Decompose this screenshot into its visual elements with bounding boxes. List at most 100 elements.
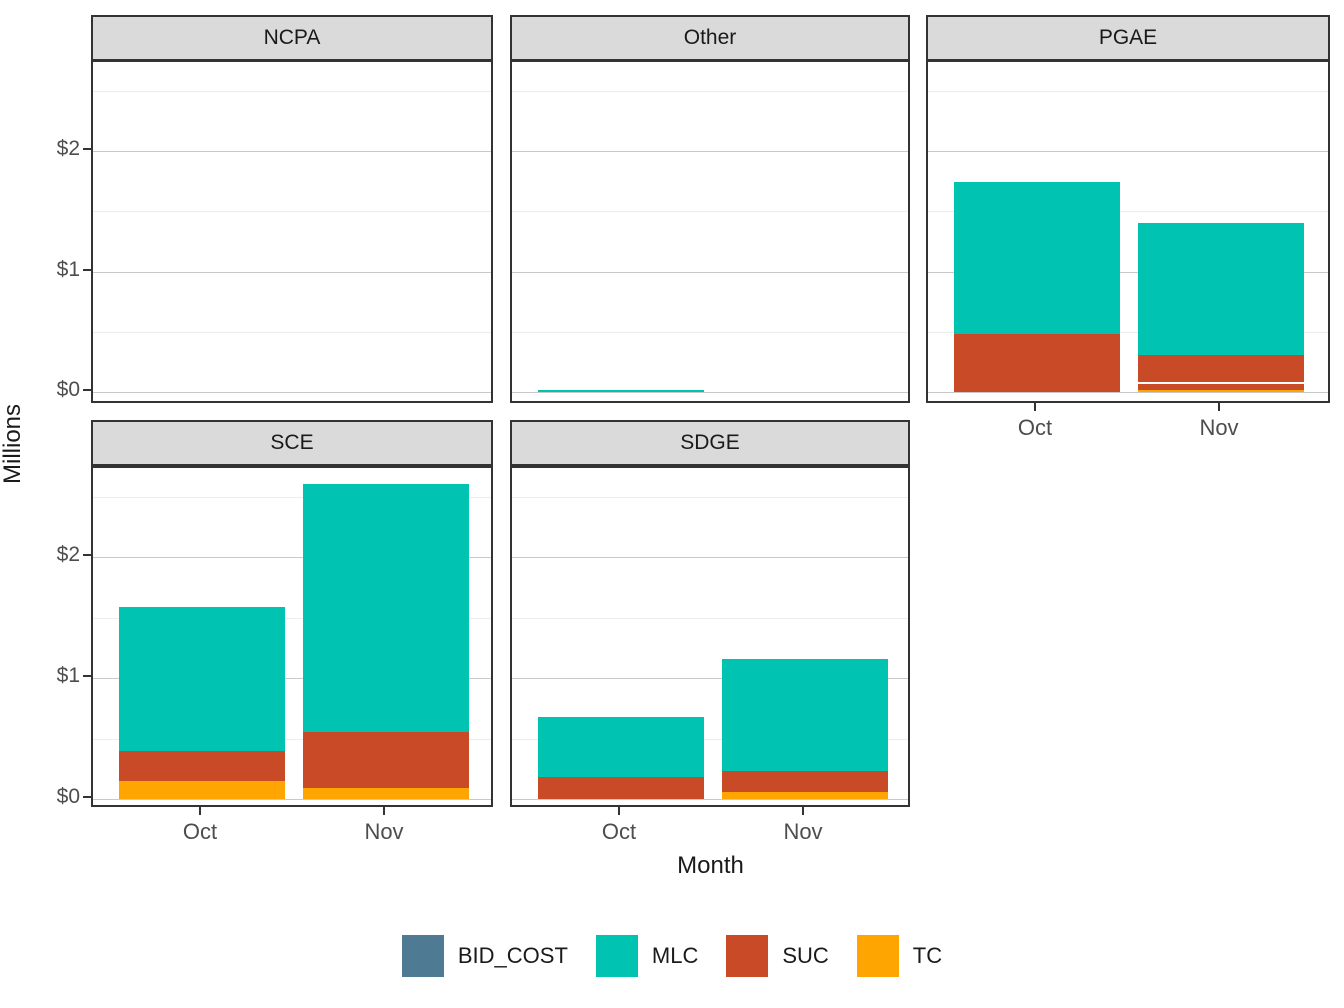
major-gridline [93,392,491,393]
bar-sce-nov [303,468,469,805]
y-tick [83,675,91,677]
minor-gridline [93,331,491,333]
bar-other-oct [538,62,704,401]
minor-gridline [928,90,1328,92]
bar-segment-suc [119,750,285,781]
legend-label: TC [912,943,943,968]
major-gridline [512,151,908,152]
minor-gridline [512,90,908,92]
bar-segment-mlc [538,389,704,392]
x-tick [1034,403,1036,411]
minor-gridline [512,617,908,619]
major-gridline [93,678,491,679]
legend-label: BID_COST [457,943,568,968]
minor-gridline [93,617,491,619]
legend: BID_COST MLC SUC TC [0,930,1344,982]
x-tick [199,807,201,815]
legend-label: SUC [782,943,829,968]
bar-segment-suc [538,777,704,799]
facet-panel-sce [91,466,493,807]
facet-panel-other [510,60,910,403]
bar-segment-mlc [1138,223,1304,355]
y-tick-label: $2 [56,137,80,160]
minor-gridline [512,331,908,333]
bar-segment-suc [303,732,469,789]
legend-item-bid_cost: BID_COST [401,935,568,977]
major-gridline [928,151,1328,152]
x-tick [383,807,385,815]
x-tick-label: Oct [601,819,637,844]
x-tick [802,807,804,815]
facet-strip-sce: SCE [91,420,493,466]
facet-panel-pgae [926,60,1330,403]
legend-swatch-suc [726,935,769,977]
bar-segment-tc [303,788,469,799]
legend-label: MLC [651,943,699,968]
y-tick [83,554,91,556]
major-gridline [928,392,1328,393]
major-gridline [512,392,908,393]
legend-item-suc: SUC [726,935,829,977]
major-gridline [93,151,491,152]
minor-gridline [512,496,908,498]
facet-strip-ncpa: NCPA [91,15,493,61]
minor-gridline [928,331,1328,333]
bar-segment-suc [722,770,888,793]
legend-swatch-bid_cost [401,935,444,977]
minor-gridline [512,211,908,213]
bar-segment-suc [1138,382,1304,390]
facet-strip-sdge: SDGE [510,420,910,466]
x-tick-label: Nov [783,819,823,844]
bar-segment-tc [722,792,888,799]
legend-item-tc: TC [856,935,943,977]
x-axis-title: Month [677,852,744,879]
facet-panel-ncpa [91,60,493,403]
major-gridline [93,799,491,800]
facet-strip-other: Other [510,15,910,61]
x-tick-label: Nov [364,819,404,844]
x-tick-label: Nov [1199,415,1239,440]
bar-segment-mlc [119,606,285,751]
legend-item-mlc: MLC [595,935,699,977]
segment-divider [1138,381,1304,384]
bar-segment-suc [954,334,1120,392]
major-gridline [512,271,908,273]
minor-gridline [512,738,908,740]
x-tick [618,807,620,815]
y-axis-title: Millions [0,403,26,484]
bar-segment-tc [119,780,285,799]
major-gridline [512,799,908,800]
y-tick [83,148,91,150]
minor-gridline [928,211,1328,213]
facet-panel-sdge [510,466,910,807]
bar-segment-mlc [722,659,888,771]
x-tick [1218,403,1220,411]
y-tick-label: $1 [56,664,80,687]
bar-segment-suc [1138,354,1304,383]
x-tick-label: Oct [182,819,218,844]
bar-segment-mlc [538,716,704,778]
bar-segment-mlc [954,182,1120,335]
y-tick [83,268,91,271]
minor-gridline [93,496,491,498]
major-gridline [512,678,908,679]
y-tick-label: $1 [56,257,80,281]
bar-pgae-oct [954,62,1120,401]
bar-pgae-nov [1138,62,1304,401]
legend-swatch-tc [856,935,899,977]
bar-segment-mlc [303,484,469,733]
y-tick [83,389,91,391]
major-gridline [512,557,908,558]
y-tick-label: $2 [56,543,80,566]
y-tick-label: $0 [56,378,80,401]
minor-gridline [93,90,491,92]
bar-sdge-nov [722,468,888,805]
major-gridline [93,557,491,558]
y-tick [83,796,91,798]
facet-strip-pgae: PGAE [926,15,1330,61]
minor-gridline [93,738,491,740]
bar-sdge-oct [538,468,704,805]
y-tick-label: $0 [56,785,80,808]
major-gridline [93,271,491,273]
